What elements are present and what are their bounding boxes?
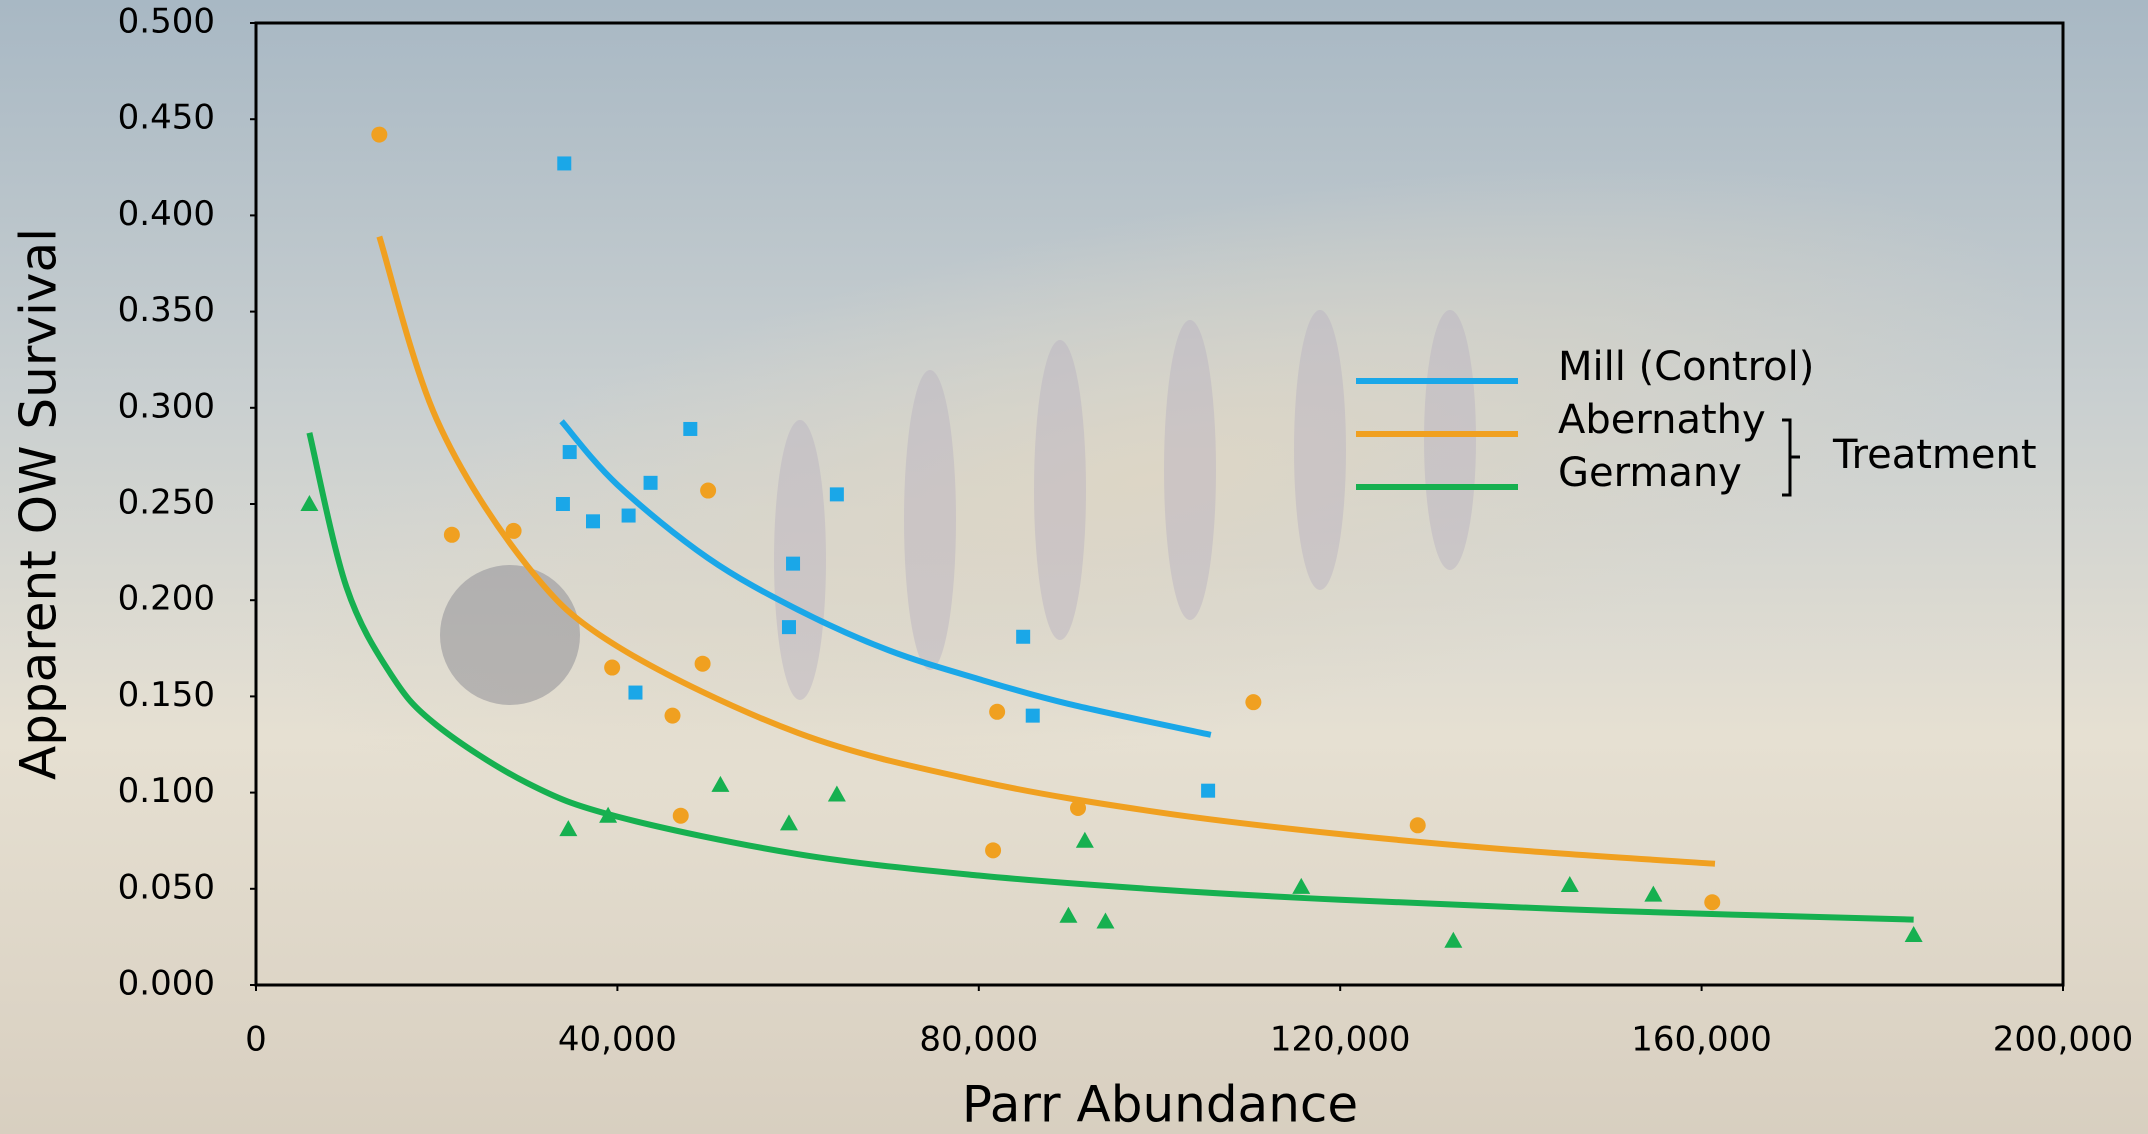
y-tick-label: 0.150: [118, 675, 215, 715]
point: [371, 126, 388, 143]
point: [621, 508, 636, 523]
legend-label: Mill (Control): [1558, 344, 1814, 390]
point: [1025, 708, 1040, 723]
point: [694, 655, 711, 672]
point: [1070, 799, 1087, 816]
legend-group-label: Treatment: [1832, 432, 2037, 478]
point: [443, 526, 460, 543]
point: [1075, 831, 1094, 848]
point: [604, 659, 621, 676]
point: [1096, 912, 1115, 929]
legend-label: Germany: [1558, 450, 1742, 496]
point: [786, 556, 801, 571]
y-tick-label: 0.400: [118, 194, 215, 234]
point: [1292, 877, 1311, 894]
x-tick-label: 80,000: [919, 1020, 1038, 1060]
trend-line: [376, 235, 1716, 867]
point: [559, 820, 578, 837]
point: [827, 785, 846, 802]
point: [586, 514, 601, 529]
y-axis-title: Apparent OW Survival: [10, 228, 68, 780]
y-tick-label: 0.300: [118, 386, 215, 426]
point: [1245, 694, 1262, 711]
y-tick-label: 0.100: [118, 771, 215, 811]
point: [672, 807, 689, 824]
point: [1016, 629, 1031, 644]
x-axis-title: Parr Abundance: [962, 1076, 1358, 1134]
point: [700, 482, 717, 499]
point: [1904, 925, 1923, 942]
point: [989, 703, 1006, 720]
legend-bracket: [1782, 418, 1800, 497]
point: [643, 475, 658, 490]
point: [664, 707, 681, 724]
point: [683, 421, 698, 436]
point: [1560, 875, 1579, 892]
point: [829, 487, 844, 502]
point: [711, 775, 730, 792]
point: [1704, 894, 1721, 911]
legend-label: Abernathy: [1558, 397, 1766, 443]
point: [1644, 885, 1663, 902]
point: [562, 445, 577, 460]
x-tick-label: 160,000: [1631, 1020, 1772, 1060]
point: [505, 522, 522, 539]
trend-line: [559, 419, 1212, 738]
y-tick-label: 0.000: [118, 964, 215, 1004]
trend-line: [306, 432, 1914, 923]
y-tick-label: 0.450: [118, 98, 215, 138]
x-tick-label: 0: [245, 1020, 267, 1060]
point: [1409, 817, 1426, 834]
point: [985, 842, 1002, 859]
point: [599, 806, 618, 823]
point: [557, 156, 572, 171]
y-tick-label: 0.050: [118, 867, 215, 907]
point: [300, 495, 319, 511]
fish-photo: [268, 164, 2032, 796]
point: [555, 497, 570, 511]
y-tick-label: 0.200: [118, 579, 215, 619]
y-tick-label: 0.500: [118, 2, 215, 42]
point: [1201, 783, 1216, 798]
point: [779, 814, 798, 831]
y-tick-label: 0.350: [118, 290, 215, 330]
x-tick-label: 120,000: [1270, 1020, 1411, 1060]
point: [781, 620, 796, 635]
point: [1444, 931, 1463, 948]
point: [1059, 906, 1078, 923]
fish-eye: [440, 565, 580, 705]
point: [628, 685, 643, 700]
x-tick-label: 200,000: [1993, 1020, 2134, 1060]
x-tick-label: 40,000: [558, 1020, 677, 1060]
y-tick-label: 0.250: [118, 483, 215, 523]
